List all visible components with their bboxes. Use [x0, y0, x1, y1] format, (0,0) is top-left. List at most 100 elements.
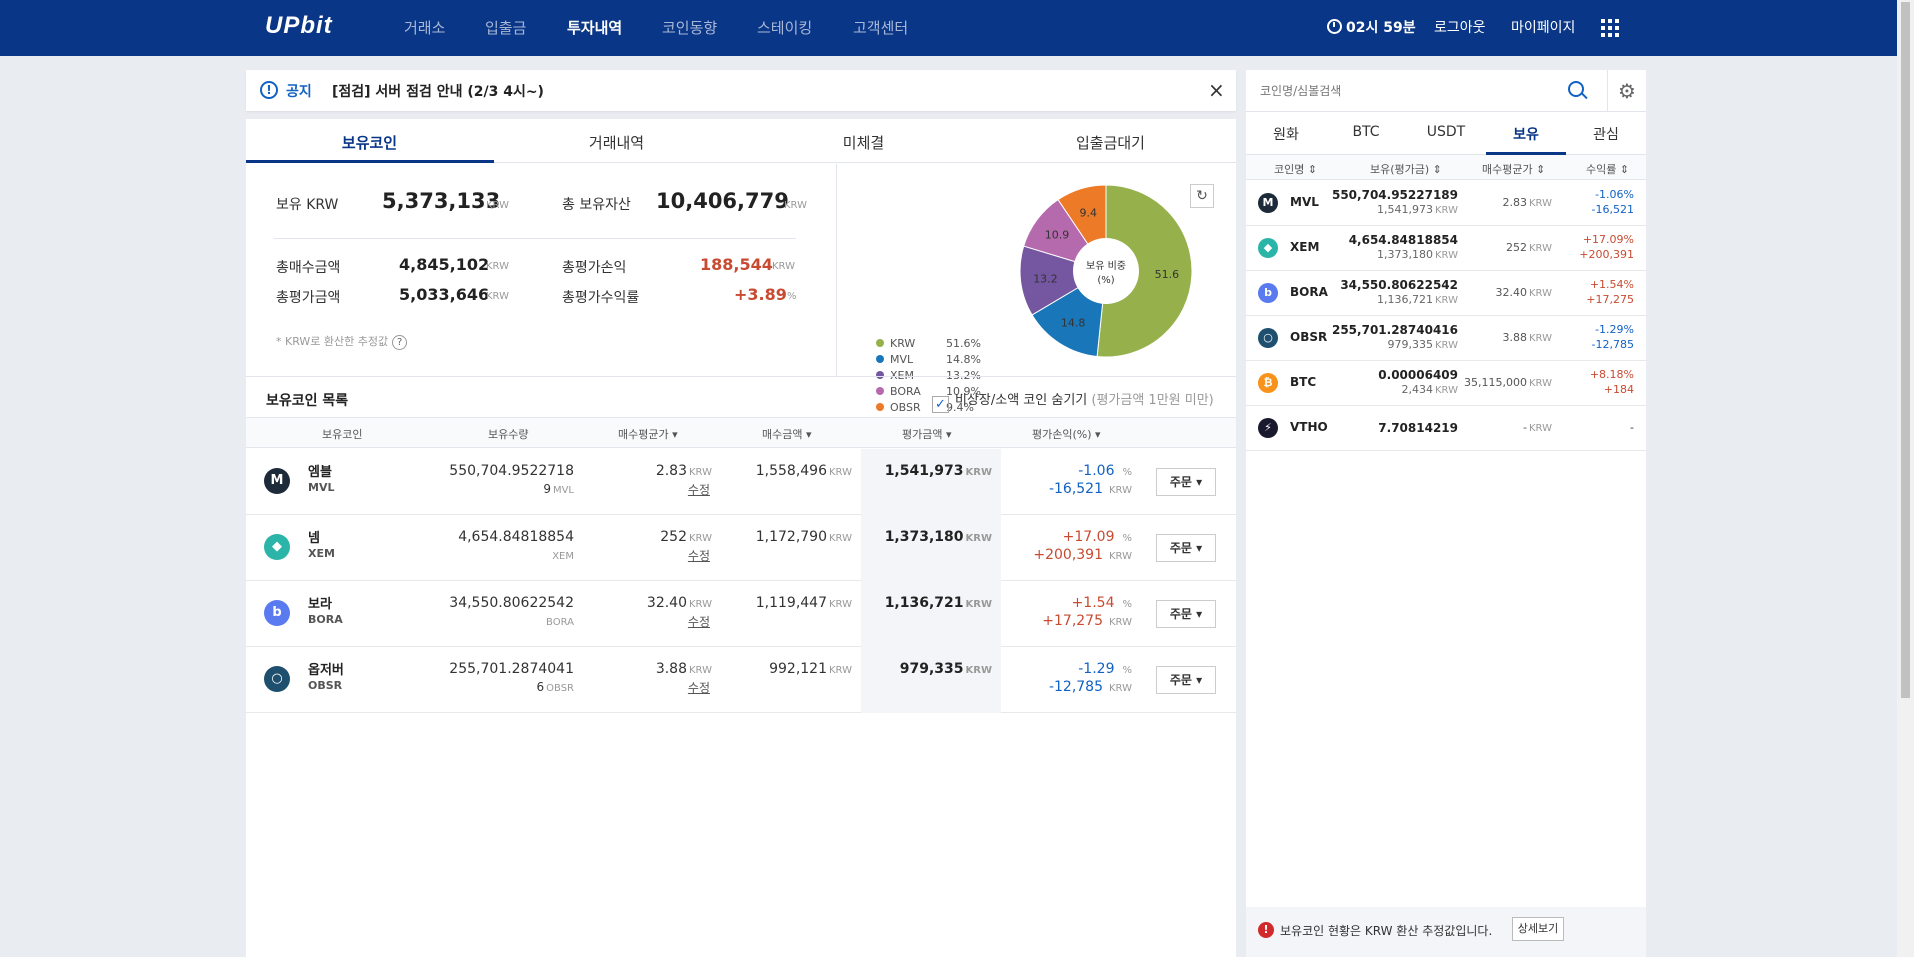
- tab-btc[interactable]: BTC: [1352, 124, 1380, 140]
- return-rate: -1.29%: [1595, 323, 1634, 336]
- col-qty: 보유수량: [488, 428, 529, 441]
- edit-avg-link[interactable]: 수정: [687, 615, 710, 629]
- avg: 2.83 KRW: [656, 463, 712, 479]
- edit-avg-link[interactable]: 수정: [687, 549, 710, 563]
- rcol-name[interactable]: 코인명 ⇕: [1274, 163, 1318, 176]
- coin-list-item-mvl[interactable]: M MVL 550,704.95227189 1,541,973 KRW 2.83 KRW -…: [1246, 181, 1646, 226]
- scrollbar-thumb[interactable]: [1901, 2, 1910, 698]
- qty-value: 255,701.2874041: [449, 661, 574, 677]
- pnl-krw-unit: KRW: [1109, 683, 1132, 694]
- coin-symbol: MVL: [308, 481, 335, 494]
- gear-icon[interactable]: ⚙: [1607, 70, 1646, 112]
- notice-alert-icon: !: [260, 81, 278, 99]
- coin-list-item-xem[interactable]: ◆ XEM 4,654.84818854 1,373,180 KRW 252 KRW +17.…: [1246, 226, 1646, 271]
- coin-symbol: XEM: [308, 547, 335, 560]
- eval-unit: KRW: [965, 533, 992, 544]
- order-button[interactable]: 주문 ▾: [1156, 468, 1216, 496]
- edit-avg-link[interactable]: 수정: [687, 483, 710, 497]
- balance-eval: 1,541,973 KRW: [1377, 203, 1458, 216]
- rcol-balance[interactable]: 보유(평가금) ⇕: [1370, 163, 1442, 176]
- rate-label: 총평가수익률: [562, 290, 640, 306]
- order-button[interactable]: 주문 ▾: [1156, 666, 1216, 694]
- coin-name[interactable]: 보라: [308, 597, 332, 612]
- nav-coin-trends[interactable]: 코인동향: [662, 19, 718, 37]
- coin-name[interactable]: 엠블: [308, 465, 332, 480]
- edit-link[interactable]: 수정: [688, 547, 710, 564]
- qty-sub-unit: MVL: [552, 485, 574, 496]
- pie-label-mvl: 14.8: [1061, 316, 1086, 329]
- search-icon[interactable]: [1568, 81, 1584, 97]
- coin-search-input[interactable]: [1246, 70, 1556, 112]
- order-button[interactable]: 주문 ▾: [1156, 534, 1216, 562]
- checkbox-check-icon[interactable]: ✓: [932, 396, 949, 413]
- page-scrollbar[interactable]: [1897, 0, 1914, 957]
- tab-krw[interactable]: 원화: [1273, 127, 1299, 143]
- hide-sublabel: (평가금액 1만원 미만): [1091, 393, 1214, 408]
- tab-usdt[interactable]: USDT: [1426, 124, 1466, 140]
- col-eval[interactable]: 평가금액 ▾: [902, 428, 952, 441]
- details-button[interactable]: 상세보기: [1512, 917, 1564, 941]
- help-icon[interactable]: ?: [392, 335, 408, 350]
- edit-link[interactable]: 수정: [688, 679, 710, 696]
- rcol-rate[interactable]: 수익률 ⇕: [1586, 163, 1630, 176]
- notice-close-icon[interactable]: ×: [1208, 78, 1225, 102]
- nav-deposit[interactable]: 입출금: [485, 19, 527, 37]
- coin-list-item-obsr[interactable]: ○ OBSR 255,701.28740416 979,335 KRW 3.88 KRW -1…: [1246, 316, 1646, 361]
- coin-list-item-bora[interactable]: b BORA 34,550.80622542 1,136,721 KRW 32.40 KRW…: [1246, 271, 1646, 316]
- rcol-avg[interactable]: 매수평균가 ⇕: [1482, 163, 1546, 176]
- tab-waiting[interactable]: 입출금대기: [1075, 134, 1145, 152]
- tab-favorites[interactable]: 관심: [1593, 127, 1619, 143]
- pnl-label: 총평가손익: [562, 260, 627, 276]
- return-rate: +1.54%: [1589, 278, 1634, 291]
- balance-eval-value: 2,434: [1401, 383, 1434, 396]
- pnl-pct-value: -1.06: [1078, 463, 1115, 479]
- eval-unit: KRW: [486, 291, 509, 302]
- holdings-table-header: 보유코인 보유수량 매수평균가 ▾ 매수금액 ▾ 평가금액 ▾ 평가손익(%) …: [246, 417, 1236, 448]
- tab-owned[interactable]: 보유: [1513, 127, 1539, 143]
- notice-text[interactable]: [점검] 서버 점검 안내 (2/3 4시~): [332, 84, 544, 100]
- apps-grid-icon[interactable]: [1601, 19, 1619, 37]
- col-avg[interactable]: 매수평균가 ▾: [618, 428, 678, 441]
- logout-link[interactable]: 로그아웃: [1434, 20, 1486, 36]
- order-button[interactable]: 주문 ▾: [1156, 600, 1216, 628]
- coin-list-item-vtho[interactable]: ⚡ VTHO 7.70814219- KRW -: [1246, 406, 1646, 451]
- nav-investments[interactable]: 투자내역: [567, 19, 623, 37]
- qty-sub: BORA: [544, 613, 574, 629]
- eval-value: 5,033,646: [399, 285, 490, 304]
- avg-price-unit: KRW: [1529, 243, 1552, 254]
- balance-eval-unit: KRW: [1435, 205, 1458, 216]
- coin-icon-obsr: ○: [1258, 328, 1278, 348]
- tab-history[interactable]: 거래내역: [588, 134, 645, 152]
- balance: 0.00006409: [1378, 368, 1458, 382]
- refresh-icon[interactable]: ↻: [1190, 184, 1214, 208]
- balance-eval-unit: KRW: [1435, 340, 1458, 351]
- coin-name[interactable]: 옵저버: [308, 663, 344, 678]
- upbit-logo[interactable]: UPbit: [265, 12, 333, 39]
- edit-link[interactable]: 수정: [688, 481, 710, 498]
- avg-price: 252 KRW: [1506, 241, 1552, 254]
- avg-price-value: 32.40: [1495, 286, 1528, 299]
- coin-name[interactable]: 넴: [308, 531, 320, 546]
- coin-list-item-btc[interactable]: ₿ BTC 0.00006409 2,434 KRW 35,115,000 KRW +8.18…: [1246, 361, 1646, 406]
- hide-small-coins-toggle[interactable]: ✓ 비상장/소액 코인 숨기기 (평가금액 1만원 미만): [932, 389, 1214, 413]
- summary-divider: [274, 238, 796, 239]
- notice-bar: ! 공지 [점검] 서버 점검 안내 (2/3 4시~) ×: [246, 70, 1236, 111]
- mypage-link[interactable]: 마이페이지: [1511, 20, 1576, 36]
- nav-staking[interactable]: 스테이킹: [757, 19, 813, 37]
- nav-support[interactable]: 고객센터: [853, 19, 909, 37]
- edit-avg-link[interactable]: 수정: [687, 681, 710, 695]
- eval-value: 1,136,721: [884, 595, 964, 611]
- return-amount: +17,275: [1586, 293, 1634, 306]
- tab-holdings[interactable]: 보유코인: [341, 134, 398, 152]
- pnl-pct-value: +17.09: [1062, 529, 1115, 545]
- edit-link[interactable]: 수정: [688, 613, 710, 630]
- nav-exchange[interactable]: 거래소: [404, 19, 446, 37]
- pnl-pct-unit: %: [1122, 599, 1132, 610]
- col-pnl[interactable]: 평가손익(%) ▾: [1032, 428, 1101, 441]
- tab-pending[interactable]: 미체결: [842, 134, 885, 152]
- balance: 7.70814219: [1378, 421, 1458, 435]
- qty-value: 34,550.80622542: [449, 595, 574, 611]
- col-buy[interactable]: 매수금액 ▾: [762, 428, 812, 441]
- avg-price-unit: KRW: [1529, 288, 1552, 299]
- avg-price-value: 3.88: [1502, 331, 1528, 344]
